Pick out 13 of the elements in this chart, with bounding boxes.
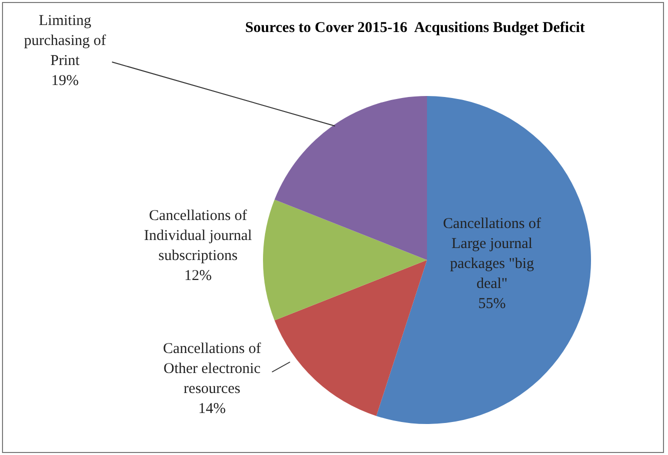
pie-slice <box>376 96 591 424</box>
pie-slice <box>274 96 427 260</box>
slice-label: Limiting purchasing of Print <box>24 13 106 69</box>
data-label: 14% <box>198 401 226 417</box>
pie-slice <box>263 200 427 320</box>
pie-slice <box>274 260 427 416</box>
data-label: 55% <box>478 296 506 312</box>
slice-label: Cancellations of Individual journal subscriptions <box>144 208 252 264</box>
slice-label: Cancellations of Large journal packages "big deal" <box>443 216 541 292</box>
slice-label: Cancellations of Other electronic resources <box>163 341 261 397</box>
data-label: 12% <box>184 268 212 284</box>
chart-title: Sources to Cover 2015-16 Acqusitions Budget Deficit <box>244 20 586 37</box>
data-label: 19% <box>51 73 79 89</box>
